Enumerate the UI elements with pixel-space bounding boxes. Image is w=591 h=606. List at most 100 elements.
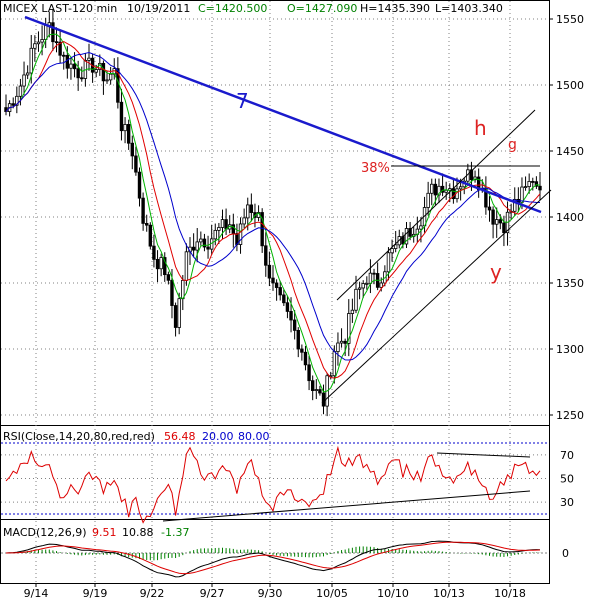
candle-body: [202, 238, 207, 248]
candle-body: [145, 223, 149, 226]
candle-body: [199, 238, 203, 243]
candle-body: [231, 224, 236, 234]
x-tick-label: 10/10: [377, 587, 409, 600]
price-tick-label: 1500: [556, 79, 584, 92]
rsi-value: 56.48: [164, 430, 196, 443]
candle-body: [310, 380, 315, 391]
candle-body: [177, 298, 181, 328]
candle-body: [217, 227, 221, 231]
candle-body: [54, 41, 59, 44]
ma-slow-line: [5, 51, 540, 361]
candle-body: [404, 228, 409, 245]
rsi-lower: 20.00: [202, 430, 234, 443]
candle-body: [11, 103, 15, 106]
header-low: L=1403.340: [435, 2, 503, 15]
candle-body: [18, 85, 23, 97]
candle-body: [58, 41, 62, 56]
fib-38-label: 38%: [361, 161, 390, 176]
price-tick-label: 1250: [556, 409, 584, 422]
rsi-tick-label: 30: [560, 496, 574, 509]
candle-body: [181, 280, 185, 300]
candle-body: [393, 244, 398, 249]
g-label: g: [508, 137, 517, 153]
candle-body: [300, 348, 304, 353]
candle-body: [80, 77, 84, 80]
candle-body: [534, 181, 539, 187]
candle-body: [238, 223, 243, 245]
candle-body: [242, 217, 246, 225]
candle-body: [163, 257, 167, 276]
candle-body: [357, 287, 362, 290]
candle-body: [321, 392, 326, 407]
candle-body: [498, 219, 503, 224]
candle-body: [282, 294, 286, 304]
x-tick-label: 10/13: [433, 587, 465, 600]
candle-body: [368, 272, 373, 284]
price-axis: 1250 1300 1350 1400 1450 1500 1550: [549, 13, 584, 422]
macd-signal-value: 10.88: [122, 526, 154, 539]
candle-body: [426, 192, 430, 208]
candle-body: [36, 41, 41, 45]
candle-body: [386, 252, 391, 273]
candle-body: [538, 185, 542, 191]
candle-body: [444, 189, 448, 193]
candle-body: [51, 22, 55, 43]
rsi-axis: 30 50 70: [560, 449, 574, 509]
candle-body: [520, 186, 524, 203]
macd-value: 9.51: [92, 526, 117, 539]
candle-body: [318, 389, 322, 394]
candle-body: [249, 204, 254, 213]
candle-body: [195, 241, 199, 251]
x-tick-label: 9/19: [83, 587, 108, 600]
candle-body: [274, 282, 279, 288]
h-label: h: [474, 116, 487, 140]
candle-body: [170, 279, 174, 306]
channel-lower-line: [321, 189, 552, 404]
rsi-support-line: [162, 490, 531, 522]
x-tick-label: 9/27: [200, 587, 225, 600]
candle-body: [347, 313, 351, 344]
candle-body: [43, 24, 48, 40]
candle-body: [419, 225, 423, 230]
y-label: y: [490, 260, 502, 284]
candle-body: [184, 251, 189, 281]
candle-body: [292, 319, 297, 331]
price-tick-label: 1350: [556, 277, 584, 290]
candle-body: [155, 258, 160, 270]
candle-body: [65, 55, 70, 69]
candle-body: [72, 63, 77, 70]
macd-panel-frame: [0, 519, 550, 584]
ma-mid-line: [5, 41, 541, 379]
candle-body: [458, 186, 463, 190]
candle-body: [502, 222, 506, 234]
candle-body: [134, 155, 138, 173]
candle-body: [105, 79, 109, 82]
header-symbol: MICEX LAST-120 min: [3, 2, 117, 15]
candle-body: [343, 340, 347, 344]
candle-body: [267, 264, 272, 279]
x-tick-label: 9/14: [24, 587, 49, 600]
candle-body: [437, 185, 441, 196]
candle-body: [339, 340, 344, 344]
candle-body: [527, 181, 531, 187]
price-tick-label: 1400: [556, 211, 584, 224]
candle-body: [76, 68, 80, 79]
candle-body: [440, 185, 445, 193]
candle-body: [166, 274, 171, 281]
rsi-name: RSI(Close,14,20,80,red,red): [3, 430, 155, 443]
candle-body: [303, 351, 308, 366]
candle-body: [108, 73, 113, 81]
rsi-tick-label: 50: [560, 473, 574, 486]
annotation-labels: 7 h g y 38%: [236, 89, 517, 284]
candle-body: [473, 176, 477, 181]
candle-body: [271, 277, 275, 284]
channel-upper-line: [336, 109, 536, 301]
x-tick-label: 9/22: [140, 587, 165, 600]
x-axis: 9/14 9/19 9/22 9/27 9/30 10/05 10/10 10/13 10/18: [24, 583, 526, 600]
candle-body: [372, 272, 376, 275]
candle-body: [152, 245, 156, 260]
candle-body: [513, 198, 517, 212]
